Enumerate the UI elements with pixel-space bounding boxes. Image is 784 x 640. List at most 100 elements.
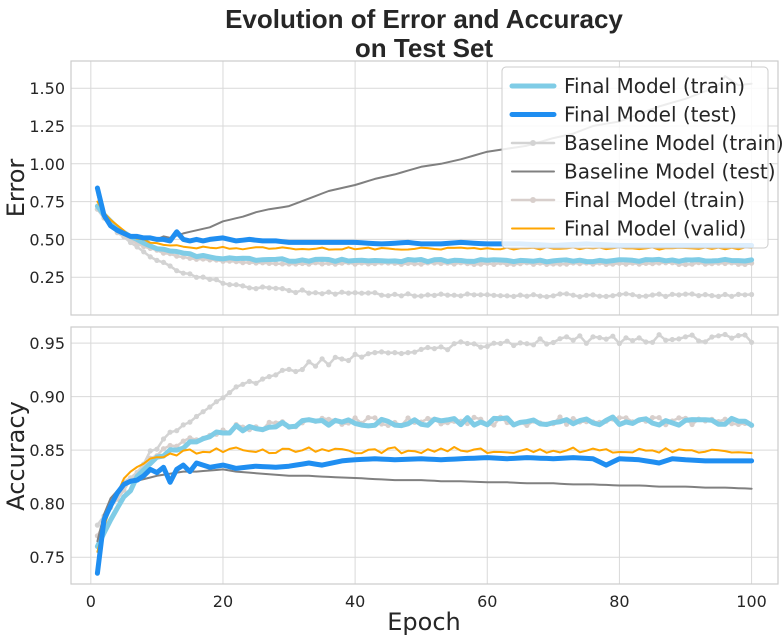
- series-point-baseline_train: [240, 381, 246, 387]
- series-point-baseline_train: [359, 290, 365, 296]
- x-tick-label: 0: [86, 592, 96, 611]
- series-point-baseline_train: [623, 335, 629, 341]
- series-point-baseline_train: [478, 344, 484, 350]
- series-point-baseline_train: [326, 289, 332, 295]
- series-point-baseline_train: [742, 332, 748, 338]
- series-point-final_train_light: [570, 416, 576, 422]
- series-point-baseline_train: [332, 291, 338, 297]
- series-point-baseline_train: [147, 448, 153, 454]
- series-point-baseline_train: [379, 349, 385, 355]
- series-line-final_train_light: [96, 415, 753, 538]
- legend-marker: [530, 140, 536, 146]
- series-point-final_train_light: [649, 261, 656, 267]
- series-point-baseline_train: [570, 337, 576, 343]
- series-point-baseline_train: [497, 340, 504, 347]
- series-point-baseline_train: [438, 344, 444, 350]
- legend-marker: [530, 197, 536, 203]
- series-point-baseline_train: [550, 293, 556, 299]
- series-point-baseline_train: [603, 336, 609, 342]
- y-tick-label: 0.75: [29, 548, 65, 567]
- series-point-baseline_train: [365, 290, 371, 296]
- series-point-baseline_train: [577, 333, 583, 339]
- series-point-baseline_train: [491, 340, 497, 346]
- series-point-baseline_train: [597, 293, 603, 299]
- series-point-baseline_train: [623, 291, 629, 297]
- series-point-baseline_train: [656, 291, 662, 297]
- series-point-baseline_train: [577, 294, 583, 300]
- series-point-baseline_train: [418, 293, 424, 299]
- chart-title-line1: Evolution of Error and Accuracy: [225, 4, 623, 34]
- series-line-baseline_train: [96, 207, 753, 298]
- series-point-baseline_train: [749, 291, 755, 298]
- series-point-baseline_train: [464, 340, 470, 347]
- series-point-baseline_train: [319, 291, 325, 297]
- series-point-baseline_train: [610, 293, 616, 299]
- series-point-baseline_train: [332, 354, 338, 360]
- y-tick-label: 0.85: [29, 441, 65, 460]
- series-point-baseline_train: [682, 334, 689, 340]
- series-point-baseline_train: [570, 292, 576, 298]
- series-point-final_train_light: [180, 438, 186, 444]
- series-point-baseline_train: [557, 291, 563, 297]
- y-tick-label: 0.95: [29, 334, 65, 353]
- series-point-baseline_train: [471, 341, 477, 347]
- series-point-baseline_train: [174, 428, 180, 434]
- series-point-baseline_train: [451, 341, 457, 347]
- series-point-baseline_train: [260, 376, 266, 382]
- series-point-baseline_train: [649, 292, 656, 298]
- series-point-baseline_train: [715, 333, 722, 339]
- series-point-baseline_train: [160, 259, 167, 265]
- series-point-baseline_train: [663, 337, 669, 343]
- series-point-baseline_train: [207, 276, 213, 282]
- series-point-baseline_train: [273, 285, 279, 291]
- series-point-final_train_light: [425, 415, 431, 422]
- series-point-baseline_train: [504, 293, 510, 299]
- series-point-final_train_light: [240, 260, 246, 266]
- series-point-baseline_train: [729, 335, 735, 341]
- series-point-baseline_train: [167, 263, 173, 269]
- series-point-final_train_light: [491, 261, 497, 267]
- series-point-final_train_light: [187, 435, 193, 441]
- series-point-baseline_train: [749, 339, 755, 345]
- series-point-baseline_train: [696, 293, 702, 299]
- series-point-baseline_train: [279, 367, 285, 373]
- series-point-baseline_train: [187, 271, 193, 277]
- series-point-baseline_train: [154, 446, 160, 452]
- y-tick-label: 0.80: [29, 495, 65, 514]
- series-point-baseline_train: [220, 280, 226, 286]
- series-point-baseline_train: [504, 338, 510, 344]
- series-point-baseline_train: [412, 293, 418, 299]
- series-point-final_train_light: [326, 416, 332, 422]
- series-point-baseline_train: [702, 292, 708, 298]
- series-point-final_train_light: [689, 261, 695, 267]
- series-point-baseline_train: [147, 254, 153, 260]
- series-point-baseline_train: [709, 293, 715, 299]
- series-point-final_train_light: [273, 261, 279, 267]
- series-point-baseline_train: [451, 292, 457, 298]
- series-point-baseline_train: [669, 291, 675, 297]
- series-point-baseline_train: [405, 350, 411, 356]
- series-point-baseline_train: [517, 340, 523, 346]
- legend-label: Baseline Model (train): [564, 131, 784, 155]
- series-point-baseline_train: [497, 293, 504, 299]
- series-point-baseline_train: [193, 413, 200, 420]
- series-point-baseline_train: [425, 292, 431, 298]
- series-point-final_train_light: [266, 419, 272, 425]
- legend-label: Final Model (train): [564, 74, 745, 98]
- series-point-baseline_train: [339, 289, 345, 295]
- series-point-baseline_train: [220, 395, 226, 401]
- series-point-baseline_train: [273, 372, 279, 378]
- series-point-baseline_train: [669, 336, 675, 343]
- series-point-baseline_train: [590, 334, 596, 340]
- series-point-final_train_light: [491, 422, 497, 428]
- series-point-baseline_train: [636, 293, 642, 299]
- series-line-baseline_train: [96, 333, 753, 527]
- series-point-final_train_light: [319, 261, 325, 267]
- series-point-baseline_train: [293, 368, 299, 375]
- series-point-baseline_train: [326, 362, 332, 368]
- series-point-final_train_light: [365, 415, 371, 421]
- series-point-baseline_train: [438, 291, 444, 297]
- series-point-baseline_train: [431, 346, 437, 352]
- legend-label: Final Model (test): [564, 103, 737, 127]
